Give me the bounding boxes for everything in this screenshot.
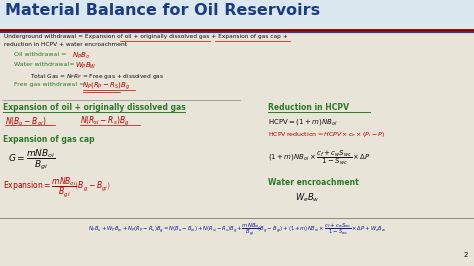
Text: reduction in HCPV + water encroachment: reduction in HCPV + water encroachment — [4, 42, 127, 47]
Text: Water withdrawal=: Water withdrawal= — [14, 62, 76, 67]
Text: $N_PB_o$: $N_PB_o$ — [72, 51, 90, 61]
Text: $(1 + m)NB_{oi} \times \dfrac{c_f + c_wS_{wc}}{1 - S_{wc}} \times \Delta P$: $(1 + m)NB_{oi} \times \dfrac{c_f + c_wS… — [268, 148, 371, 167]
Text: Free gas withdrawal =: Free gas withdrawal = — [14, 82, 86, 87]
Text: $N(R_{si} - R_s)B_g$: $N(R_{si} - R_s)B_g$ — [80, 115, 129, 128]
Text: Oil withdrawal =: Oil withdrawal = — [14, 52, 68, 57]
Bar — [0, 0, 474, 28]
Text: $N_P(R_P - R_S)B_g$: $N_P(R_P - R_S)B_g$ — [82, 81, 130, 92]
Text: $\mathrm{HCPV\,reduction} = HCPV \times c_e \times (P_i - P)$: $\mathrm{HCPV\,reduction} = HCPV \times … — [268, 130, 385, 139]
Text: 2: 2 — [464, 252, 468, 258]
Text: Underground withdrawal = Expansion of oil + originally dissolved gas + Expansion: Underground withdrawal = Expansion of oi… — [4, 34, 288, 39]
Text: $W_eB_w$: $W_eB_w$ — [295, 192, 319, 205]
Text: Expansion of oil + originally dissolved gas: Expansion of oil + originally dissolved … — [3, 103, 186, 112]
Text: Water encroachment: Water encroachment — [268, 178, 359, 187]
Text: $N(B_o - B_{oi})$: $N(B_o - B_{oi})$ — [5, 115, 46, 127]
Text: $\mathrm{HCPV} = (1 + m)NB_{oi}$: $\mathrm{HCPV} = (1 + m)NB_{oi}$ — [268, 117, 337, 127]
Text: Expansion of gas cap: Expansion of gas cap — [3, 135, 95, 144]
Text: $W_PB_W$: $W_PB_W$ — [75, 61, 97, 71]
Text: $\mathrm{Expansion} = \dfrac{mNB_{oi}}{B_{gi}}\!\left(B_g - B_{gi}\right)$: $\mathrm{Expansion} = \dfrac{mNB_{oi}}{B… — [3, 175, 111, 199]
Text: $G = \dfrac{mNB_{oi}}{B_{gi}}$: $G = \dfrac{mNB_{oi}}{B_{gi}}$ — [8, 148, 55, 172]
Text: Reduction in HCPV: Reduction in HCPV — [268, 103, 349, 112]
Text: Material Balance for Oil Reservoirs: Material Balance for Oil Reservoirs — [5, 3, 320, 18]
Text: Total Gas = $N_PR_P$ = Free gas + dissolved gas: Total Gas = $N_PR_P$ = Free gas + dissol… — [30, 72, 164, 81]
Text: $N_PB_o + W_PB_w + N_P(R_P - R_s)B_g = N(B_o - B_{oi}) + N(R_{si} - R_s)B_g + \d: $N_PB_o + W_PB_w + N_P(R_P - R_s)B_g = N… — [88, 221, 386, 238]
